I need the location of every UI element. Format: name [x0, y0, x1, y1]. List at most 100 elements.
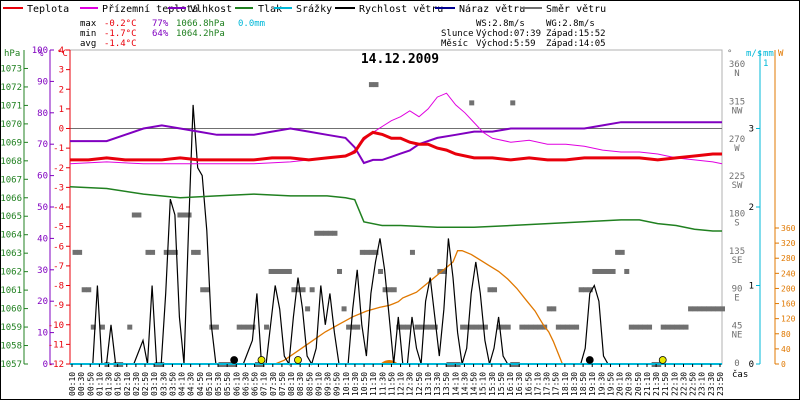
wind-dir-point [596, 268, 602, 274]
x-tick-label: 15:10 [479, 372, 488, 396]
x-tick-label: 17:50 [552, 372, 561, 396]
stats-min-label: min [80, 29, 96, 39]
direction-tick-label: 270 [729, 135, 745, 145]
wind-dir-point [592, 268, 598, 274]
wind-dir-point [432, 324, 438, 330]
hpa-tick-label: 1060 [0, 305, 22, 315]
wind-dir-point [172, 249, 178, 255]
info-wg: WG:2.8m/s [546, 19, 595, 29]
x-tick-label: 07:10 [260, 372, 269, 396]
x-tick-label: 21:50 [661, 372, 670, 396]
x-tick-label: 23:30 [707, 372, 716, 396]
wind-dir-point [86, 287, 92, 293]
wind-dir-point [487, 287, 493, 293]
x-tick-label: 10:30 [351, 372, 360, 396]
x-tick-label: 05:10 [205, 372, 214, 396]
wind-dir-point [478, 324, 484, 330]
wind-dir-point [368, 82, 374, 88]
wind-dir-point [551, 306, 557, 312]
percent-tick-label: 80 [37, 109, 48, 119]
wind-dir-point [637, 324, 643, 330]
legend: Teplota Přízemní teplota Vlhkost Tlak Sr… [3, 3, 606, 15]
x-tick-label: 14:30 [460, 372, 469, 396]
wind-dir-point [660, 324, 666, 330]
x-tick-label: 22:10 [670, 372, 679, 396]
hpa-tick-label: 1061 [0, 286, 22, 296]
info-moonset: Západ:14:05 [546, 39, 606, 49]
hpa-tick-label: 1069 [0, 138, 22, 148]
ms-tick-label: 2 [749, 203, 754, 213]
hpa-tick-label: 1070 [0, 120, 22, 130]
stats-avg-label: avg [80, 39, 96, 49]
celsius-tick-label: 2 [59, 85, 64, 95]
wind-dir-point [364, 249, 370, 255]
x-tick-label: 03:10 [150, 372, 159, 396]
axis-unit-hpa: hPa [4, 49, 20, 59]
axis-unit-solar: W [778, 49, 784, 59]
wind-dir-point [181, 212, 187, 218]
wind-dir-point [355, 324, 361, 330]
info-sunrise: Východ:07:39 [476, 29, 541, 39]
wind-dir-point [318, 230, 324, 236]
wind-dir-point [72, 249, 78, 255]
wind-dir-point [145, 249, 151, 255]
wind-dir-point [669, 324, 675, 330]
x-tick-label: 02:30 [132, 372, 141, 396]
wind-dir-point [409, 249, 415, 255]
solar-tick-label: 280 [781, 254, 796, 263]
wind-dir-point [505, 324, 511, 330]
stats-min-press: 1064.2hPa [176, 29, 225, 39]
wind-dir-point [569, 324, 575, 330]
wind-dir-point [701, 306, 707, 312]
wind-dir-point [606, 268, 612, 274]
x-tick-label: 07:30 [269, 372, 278, 396]
x-tick-label: 17:10 [533, 372, 542, 396]
x-tick-label: 09:50 [333, 372, 342, 396]
chart-title: 14.12.2009 [361, 52, 439, 67]
stats-block: max -0.2°C 77% 1066.8hPa 0.0mm min -1.7°… [80, 19, 265, 49]
x-tick-label: 10:10 [342, 372, 351, 396]
x-tick-label: 06:30 [241, 372, 250, 396]
wind-dir-point [419, 324, 425, 330]
wind-dir-point [469, 100, 475, 106]
hpa-tick-label: 1071 [0, 101, 22, 111]
percent-tick-label: 40 [37, 234, 48, 244]
event-marker [230, 356, 239, 364]
celsius-tick-label: -10 [48, 321, 64, 331]
wind-dir-point [578, 287, 584, 293]
x-tick-label: 14:10 [451, 372, 460, 396]
legend-label-prizemni: Přízemní teplota [102, 3, 198, 15]
celsius-tick-label: -9 [53, 301, 64, 311]
wind-dir-point [519, 324, 525, 330]
x-tick-label: 02:50 [141, 372, 150, 396]
hpa-tick-label: 1057 [0, 360, 22, 370]
celsius-tick-label: -5 [53, 223, 64, 233]
wind-dir-point [555, 324, 561, 330]
percent-tick-label: 70 [37, 140, 48, 150]
wind-dir-point [692, 306, 698, 312]
legend-label-teplota: Teplota [27, 4, 69, 15]
celsius-tick-label: -6 [53, 242, 64, 252]
series [69, 82, 725, 367]
wind-dir-point [610, 268, 616, 274]
x-tick-label: 01:30 [105, 372, 114, 396]
compass-label: W [734, 144, 740, 154]
ground-temp-line [69, 92, 723, 165]
celsius-tick-label: 4 [59, 46, 64, 56]
wind-dir-point [428, 324, 434, 330]
wind-dir-point [90, 324, 96, 330]
ms-tick-label: 1 [749, 282, 754, 292]
stats-min-hum: 64% [152, 29, 169, 39]
wind-dir-point [323, 230, 329, 236]
wind-dir-point [387, 287, 393, 293]
wind-dir-point [277, 268, 283, 274]
wind-dir-point [332, 230, 338, 236]
x-tick-label: 09:30 [324, 372, 333, 396]
compass-label: E [734, 293, 739, 303]
x-tick-label: 01:10 [95, 372, 104, 396]
percent-tick-label: 30 [37, 266, 48, 276]
axis-unit-mm: mm [763, 49, 774, 59]
wind-dir-point [273, 268, 279, 274]
stats-max-temp: -0.2°C [104, 19, 137, 29]
